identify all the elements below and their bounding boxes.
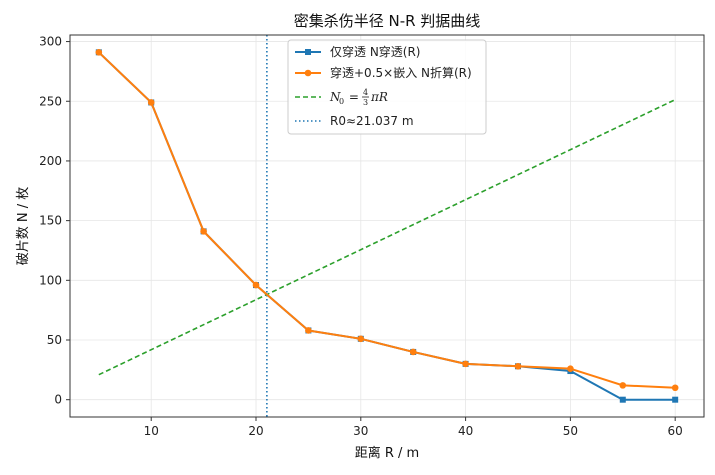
x-tick-label: 60 bbox=[668, 424, 683, 438]
legend-label-n0-n: N bbox=[329, 90, 341, 104]
data-point-equivalent bbox=[95, 49, 103, 56]
data-point-penetrate-only bbox=[672, 396, 679, 403]
data-point-equivalent bbox=[409, 348, 417, 356]
legend-label-n0-den: 3 bbox=[363, 98, 368, 107]
data-point-equivalent bbox=[357, 335, 365, 343]
y-tick-label: 50 bbox=[47, 333, 62, 347]
series-line-equivalent bbox=[98, 51, 676, 389]
x-tick-label: 50 bbox=[563, 424, 578, 438]
y-axis: 0 50 100 150 200 250 300 bbox=[39, 35, 70, 407]
data-point-penetrate-only bbox=[619, 396, 626, 403]
data-point-equivalent bbox=[305, 327, 312, 334]
legend-entry-n0-formula: N 0 = 4 3 πR bbox=[295, 88, 388, 107]
data-point-equivalent bbox=[514, 362, 522, 370]
data-point-equivalent bbox=[462, 360, 469, 368]
y-tick-label: 250 bbox=[39, 94, 62, 108]
x-tick-label: 10 bbox=[144, 424, 159, 438]
series-layer bbox=[95, 49, 679, 403]
legend-label-equivalent: 穿透+0.5×嵌入 N折算(R) bbox=[330, 65, 472, 80]
data-point-equivalent bbox=[567, 365, 574, 372]
y-tick-label: 0 bbox=[54, 393, 62, 407]
x-tick-label: 40 bbox=[458, 424, 473, 438]
x-axis-title: 距离 R / m bbox=[355, 445, 419, 461]
legend: 仅穿透 N穿透(R) 穿透+0.5×嵌入 N折算(R) N 0 = 4 3 πR… bbox=[287, 39, 487, 135]
legend-entry-equivalent: 穿透+0.5×嵌入 N折算(R) bbox=[295, 65, 472, 80]
x-tick-label: 20 bbox=[248, 424, 263, 438]
x-axis: 10 20 30 40 50 60 bbox=[144, 417, 683, 438]
legend-entry-penetrate-only: 仅穿透 N穿透(R) bbox=[295, 44, 421, 59]
legend-label-penetrate-only: 仅穿透 N穿透(R) bbox=[330, 44, 421, 59]
legend-label-n0-eq: = bbox=[345, 90, 363, 104]
chart-title: 密集杀伤半径 N-R 判据曲线 bbox=[294, 12, 481, 30]
legend-marker-circle bbox=[304, 69, 312, 77]
legend-label-n0-pir: πR bbox=[370, 90, 388, 104]
y-tick-label: 100 bbox=[39, 273, 62, 287]
data-point-equivalent bbox=[671, 384, 679, 392]
legend-label-n0-sub: 0 bbox=[339, 97, 344, 106]
y-tick-label: 300 bbox=[39, 35, 62, 49]
series-line-n0-formula bbox=[98, 98, 676, 376]
plot-frame bbox=[69, 34, 705, 418]
y-tick-label: 200 bbox=[39, 154, 62, 168]
y-tick-label: 150 bbox=[39, 214, 62, 228]
legend-frame bbox=[287, 39, 487, 135]
x-tick-label: 30 bbox=[353, 424, 368, 438]
data-point-equivalent bbox=[619, 382, 627, 389]
legend-label-n0-num: 4 bbox=[363, 88, 368, 97]
legend-entry-r0: R0≈21.037 m bbox=[295, 114, 414, 128]
legend-label-r0: R0≈21.037 m bbox=[330, 114, 414, 128]
data-point-equivalent bbox=[200, 228, 207, 235]
legend-marker-square bbox=[305, 49, 311, 55]
data-point-equivalent bbox=[252, 281, 260, 289]
y-axis-title: 破片数 N / 枚 bbox=[16, 187, 31, 266]
data-point-equivalent bbox=[147, 99, 155, 106]
